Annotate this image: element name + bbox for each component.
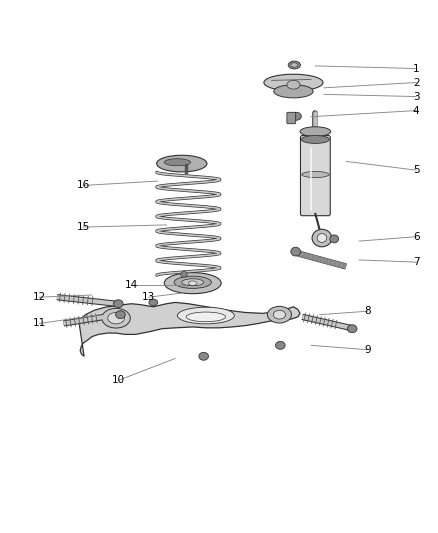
Ellipse shape [330,235,339,243]
Ellipse shape [108,312,124,324]
Ellipse shape [291,63,298,67]
Text: 7: 7 [413,257,420,267]
Text: 5: 5 [413,165,420,175]
Polygon shape [79,302,300,356]
Text: 14: 14 [125,280,138,290]
Ellipse shape [164,159,191,166]
Ellipse shape [317,233,327,243]
Ellipse shape [264,74,323,91]
Ellipse shape [116,311,125,319]
Text: 4: 4 [413,106,420,116]
Text: 8: 8 [364,306,371,316]
Text: 12: 12 [33,292,46,302]
Ellipse shape [301,135,329,143]
Text: 10: 10 [112,375,125,385]
Ellipse shape [300,127,331,136]
Ellipse shape [312,229,332,247]
Ellipse shape [273,310,286,319]
Ellipse shape [199,352,208,360]
Ellipse shape [177,307,234,324]
Text: 1: 1 [413,63,420,74]
Text: 15: 15 [77,222,90,232]
Text: 3: 3 [413,92,420,102]
Ellipse shape [276,342,285,349]
Ellipse shape [156,155,207,172]
Ellipse shape [174,276,211,288]
Ellipse shape [113,300,123,308]
Text: 6: 6 [413,232,420,242]
Ellipse shape [287,80,300,89]
Ellipse shape [274,85,313,98]
Ellipse shape [180,271,187,277]
Ellipse shape [288,61,300,69]
Text: 16: 16 [77,181,90,190]
Ellipse shape [292,112,301,120]
Ellipse shape [164,273,221,294]
Ellipse shape [188,281,197,285]
Text: 11: 11 [33,318,46,328]
FancyBboxPatch shape [300,135,330,216]
Ellipse shape [186,312,226,322]
Ellipse shape [302,172,329,177]
Ellipse shape [102,308,131,328]
Text: 9: 9 [364,345,371,355]
Ellipse shape [267,306,292,323]
FancyBboxPatch shape [287,112,296,124]
Ellipse shape [182,279,204,286]
Ellipse shape [291,247,300,256]
Text: 2: 2 [413,77,420,87]
Ellipse shape [149,299,158,306]
Ellipse shape [347,325,357,333]
Text: 13: 13 [142,292,155,302]
